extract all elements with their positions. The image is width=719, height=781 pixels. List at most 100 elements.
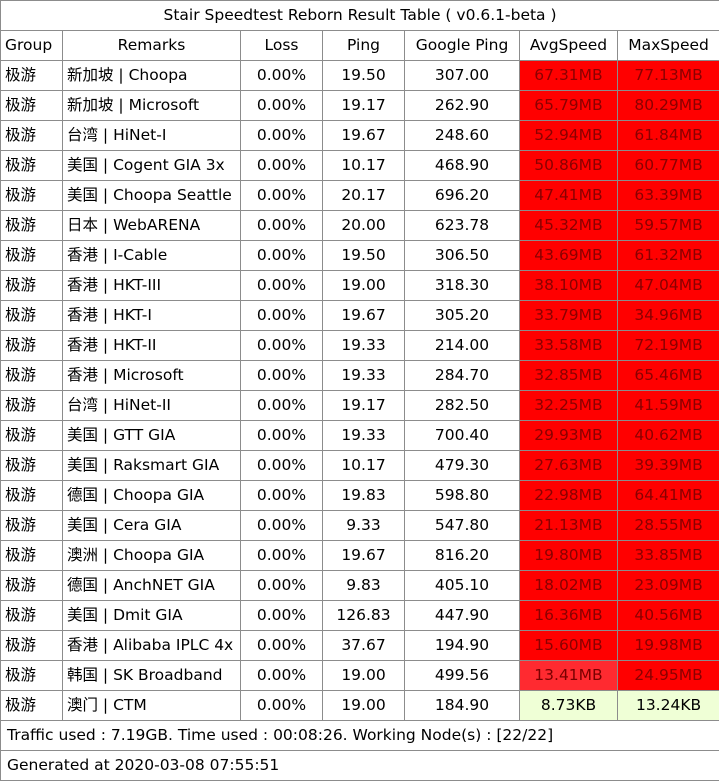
cell-remarks: 台湾 | HiNet-I [63, 121, 241, 151]
cell-group: 极游 [1, 181, 63, 211]
cell-group: 极游 [1, 661, 63, 691]
cell-loss: 0.00% [241, 391, 323, 421]
cell-group: 极游 [1, 121, 63, 151]
cell-loss: 0.00% [241, 571, 323, 601]
header-group: Group [1, 31, 63, 61]
cell-google-ping: 447.90 [405, 601, 520, 631]
cell-remarks: 日本 | WebARENA [63, 211, 241, 241]
cell-avg-speed: 65.79MB [520, 91, 618, 121]
cell-remarks: 德国 | AnchNET GIA [63, 571, 241, 601]
cell-ping: 19.33 [323, 421, 405, 451]
cell-max-speed: 34.96MB [618, 301, 719, 331]
cell-google-ping: 262.90 [405, 91, 520, 121]
cell-avg-speed: 22.98MB [520, 481, 618, 511]
cell-max-speed: 13.24KB [618, 691, 719, 721]
table-title: Stair Speedtest Reborn Result Table ( v0… [1, 1, 719, 31]
cell-loss: 0.00% [241, 271, 323, 301]
header-loss: Loss [241, 31, 323, 61]
cell-avg-speed: 45.32MB [520, 211, 618, 241]
cell-ping: 19.00 [323, 691, 405, 721]
cell-max-speed: 72.19MB [618, 331, 719, 361]
cell-group: 极游 [1, 361, 63, 391]
header-remarks: Remarks [63, 31, 241, 61]
cell-loss: 0.00% [241, 601, 323, 631]
cell-group: 极游 [1, 511, 63, 541]
cell-avg-speed: 67.31MB [520, 61, 618, 91]
cell-loss: 0.00% [241, 541, 323, 571]
cell-max-speed: 77.13MB [618, 61, 719, 91]
cell-group: 极游 [1, 241, 63, 271]
cell-max-speed: 65.46MB [618, 361, 719, 391]
cell-ping: 19.83 [323, 481, 405, 511]
cell-loss: 0.00% [241, 631, 323, 661]
cell-max-speed: 80.29MB [618, 91, 719, 121]
cell-google-ping: 598.80 [405, 481, 520, 511]
cell-loss: 0.00% [241, 331, 323, 361]
cell-max-speed: 40.56MB [618, 601, 719, 631]
cell-ping: 19.00 [323, 271, 405, 301]
cell-google-ping: 306.50 [405, 241, 520, 271]
cell-google-ping: 248.60 [405, 121, 520, 151]
cell-loss: 0.00% [241, 211, 323, 241]
cell-loss: 0.00% [241, 91, 323, 121]
cell-remarks: 台湾 | HiNet-II [63, 391, 241, 421]
cell-loss: 0.00% [241, 511, 323, 541]
cell-ping: 19.67 [323, 121, 405, 151]
cell-max-speed: 60.77MB [618, 151, 719, 181]
cell-max-speed: 39.39MB [618, 451, 719, 481]
header-avg-speed: AvgSpeed [520, 31, 618, 61]
cell-avg-speed: 18.02MB [520, 571, 618, 601]
cell-group: 极游 [1, 421, 63, 451]
cell-avg-speed: 32.25MB [520, 391, 618, 421]
cell-avg-speed: 19.80MB [520, 541, 618, 571]
cell-remarks: 香港 | HKT-III [63, 271, 241, 301]
cell-loss: 0.00% [241, 661, 323, 691]
cell-google-ping: 214.00 [405, 331, 520, 361]
cell-google-ping: 194.90 [405, 631, 520, 661]
cell-avg-speed: 8.73KB [520, 691, 618, 721]
cell-avg-speed: 29.93MB [520, 421, 618, 451]
cell-loss: 0.00% [241, 151, 323, 181]
cell-group: 极游 [1, 301, 63, 331]
cell-remarks: 香港 | Microsoft [63, 361, 241, 391]
cell-group: 极游 [1, 541, 63, 571]
cell-group: 极游 [1, 691, 63, 721]
cell-loss: 0.00% [241, 121, 323, 151]
cell-google-ping: 305.20 [405, 301, 520, 331]
cell-remarks: 美国 | Cogent GIA 3x [63, 151, 241, 181]
cell-ping: 19.17 [323, 391, 405, 421]
cell-group: 极游 [1, 151, 63, 181]
cell-group: 极游 [1, 391, 63, 421]
cell-loss: 0.00% [241, 451, 323, 481]
footer-generated-row: Generated at 2020-03-08 07:55:51 [1, 751, 719, 781]
cell-google-ping: 499.56 [405, 661, 520, 691]
cell-max-speed: 24.95MB [618, 661, 719, 691]
cell-google-ping: 700.40 [405, 421, 520, 451]
cell-ping: 19.00 [323, 661, 405, 691]
cell-avg-speed: 50.86MB [520, 151, 618, 181]
header-max-speed: MaxSpeed [618, 31, 719, 61]
cell-remarks: 美国 | Choopa Seattle [63, 181, 241, 211]
cell-avg-speed: 27.63MB [520, 451, 618, 481]
cell-google-ping: 405.10 [405, 571, 520, 601]
cell-google-ping: 468.90 [405, 151, 520, 181]
header-ping: Ping [323, 31, 405, 61]
cell-google-ping: 318.30 [405, 271, 520, 301]
cell-group: 极游 [1, 91, 63, 121]
cell-google-ping: 547.80 [405, 511, 520, 541]
